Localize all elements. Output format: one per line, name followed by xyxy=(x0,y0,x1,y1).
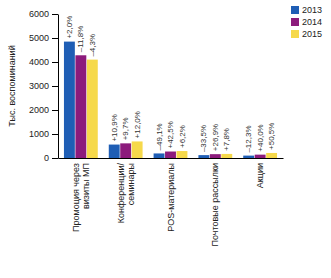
y-tick: 0 xyxy=(44,153,58,163)
x-axis-line xyxy=(59,158,284,159)
change-label: +2,0% xyxy=(65,16,74,39)
y-tick-mark xyxy=(52,134,58,135)
change-label: –12,3% xyxy=(244,125,253,152)
legend-swatch xyxy=(291,30,299,38)
y-tick-mark xyxy=(52,14,58,15)
y-axis-line xyxy=(58,15,59,159)
x-tick-label: POS-материалы xyxy=(166,163,176,232)
y-tick: 2000 xyxy=(29,105,58,115)
x-tick: Почтовые рассылки xyxy=(210,158,220,246)
change-label: +6,2% xyxy=(178,125,187,148)
legend-swatch xyxy=(291,18,299,26)
x-tick-label: Акции xyxy=(255,163,265,188)
bar xyxy=(177,151,188,158)
y-tick-label: 0 xyxy=(44,153,49,163)
bar xyxy=(64,42,75,158)
y-tick-label: 4000 xyxy=(29,57,49,67)
bar xyxy=(75,55,86,158)
y-tick: 3000 xyxy=(29,81,58,91)
x-tick-label: Почтовые рассылки xyxy=(210,163,220,246)
chart: +2,0% +10,9% –49,1% –33,5% –12,3% –11,8% +9,7%… xyxy=(0,0,331,278)
bars xyxy=(64,42,277,158)
change-label: –33,5% xyxy=(199,125,208,152)
bar xyxy=(120,143,131,158)
y-tick-mark xyxy=(52,38,58,39)
change-label: +26,9% xyxy=(211,124,220,151)
bar xyxy=(87,60,98,158)
y-tick-mark xyxy=(52,62,58,63)
x-axis: Промоция черезвизиты МП Конференции/семин… xyxy=(59,158,284,246)
bar xyxy=(255,155,266,158)
legend-label: 2015 xyxy=(302,29,322,39)
bar xyxy=(243,156,254,158)
change-label: +7,8% xyxy=(222,128,231,151)
legend-item: 2013 xyxy=(291,5,322,15)
y-axis: 0 1000 2000 3000 4000 5000 6000 xyxy=(29,9,59,163)
y-tick: 4000 xyxy=(29,57,58,67)
x-tick-label: Конференции/семинары xyxy=(116,163,136,224)
bar xyxy=(198,155,209,158)
y-tick-label: 1000 xyxy=(29,129,49,139)
x-tick: Промоция черезвизиты МП xyxy=(71,158,91,232)
x-tick: Конференции/семинары xyxy=(116,158,136,223)
bar xyxy=(210,154,221,158)
change-label: +40,0% xyxy=(256,124,265,151)
bar xyxy=(132,141,143,158)
y-tick-mark xyxy=(52,110,58,111)
legend-item: 2014 xyxy=(291,17,322,27)
plot: +2,0% +10,9% –49,1% –33,5% –12,3% –11,8% +9,7%… xyxy=(29,9,284,246)
legend: 2013 2014 2015 xyxy=(291,5,322,39)
y-tick: 5000 xyxy=(29,33,58,43)
change-label: +9,7% xyxy=(121,117,130,140)
y-tick-label: 3000 xyxy=(29,81,49,91)
change-label: –4,3% xyxy=(88,34,97,57)
change-label: +42,5% xyxy=(166,121,175,148)
y-tick-mark xyxy=(52,86,58,87)
bar xyxy=(154,153,165,158)
annotations: +2,0% +10,9% –49,1% –33,5% –12,3% –11,8% +9,7%… xyxy=(65,16,276,153)
y-tick: 1000 xyxy=(29,129,58,139)
bar xyxy=(109,145,120,158)
x-tick: POS-материалы xyxy=(166,158,176,232)
change-label: +10,9% xyxy=(110,114,119,141)
bar xyxy=(165,152,176,158)
legend-label: 2014 xyxy=(302,17,322,27)
y-tick-mark xyxy=(52,158,58,159)
change-label: –49,1% xyxy=(155,123,164,150)
bar xyxy=(266,153,277,158)
change-label: +12,0% xyxy=(133,111,142,138)
change-label: –11,8% xyxy=(76,26,85,53)
legend-swatch xyxy=(291,6,299,14)
y-tick-label: 5000 xyxy=(29,33,49,43)
change-label: +50,5% xyxy=(267,123,276,150)
y-tick-label: 6000 xyxy=(29,9,49,19)
bar xyxy=(221,154,232,158)
y-tick: 6000 xyxy=(29,9,58,19)
x-tick-label: Промоция черезвизиты МП xyxy=(71,163,91,232)
legend-item: 2015 xyxy=(291,29,322,39)
legend-label: 2013 xyxy=(302,5,322,15)
y-tick-label: 2000 xyxy=(29,105,49,115)
x-tick: Акции xyxy=(255,158,265,188)
y-axis-title: Тыс. воспоминаний xyxy=(7,45,17,126)
